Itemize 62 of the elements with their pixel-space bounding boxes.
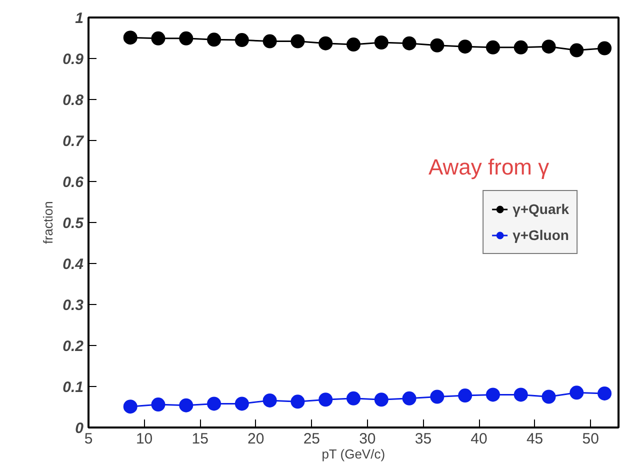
point — [570, 43, 584, 58]
point — [402, 36, 416, 50]
annotation: Away from γ — [428, 154, 550, 180]
point — [346, 38, 360, 52]
point — [262, 393, 277, 408]
point — [542, 40, 556, 54]
y-tick-label: 0.8 — [62, 92, 84, 109]
point — [458, 388, 472, 403]
point — [207, 396, 222, 411]
point — [374, 36, 388, 50]
y-axis-title: fraction — [40, 201, 56, 244]
x-tick-label: 35 — [414, 430, 432, 448]
y-tick-label: 0.5 — [62, 215, 84, 232]
point — [179, 31, 194, 46]
x-tick-label: 30 — [359, 430, 376, 448]
y-tick-label: 0.6 — [62, 174, 84, 191]
point — [234, 396, 249, 411]
x-tick-label: 15 — [192, 430, 208, 448]
y-tick-label: 0.4 — [62, 256, 84, 273]
point — [318, 392, 333, 407]
y-tick-label: 0.2 — [62, 338, 84, 355]
y-tick-label: 0.3 — [62, 297, 84, 314]
point — [290, 394, 305, 409]
point — [570, 386, 584, 400]
point — [290, 34, 305, 48]
point — [346, 391, 360, 406]
point — [123, 30, 138, 45]
x-tick-label: 50 — [582, 430, 599, 448]
point — [207, 32, 222, 47]
point — [151, 31, 166, 46]
y-tick-label: 0 — [75, 420, 84, 437]
point — [123, 400, 138, 414]
x-tick-label: 25 — [303, 430, 320, 448]
point — [318, 36, 333, 50]
x-axis-title: pT (GeV/c) — [322, 446, 386, 462]
point — [234, 33, 249, 48]
y-tick-label: 0.9 — [62, 51, 84, 68]
point — [151, 398, 166, 412]
y-tick-label: 0.7 — [62, 133, 84, 150]
legend-label: γ+Gluon — [512, 227, 569, 243]
point — [486, 40, 500, 54]
point — [402, 391, 416, 406]
point — [374, 392, 388, 407]
point — [430, 38, 444, 52]
point — [598, 41, 612, 56]
point — [514, 388, 528, 402]
point — [598, 386, 612, 400]
x-tick-label: 45 — [526, 430, 544, 448]
legend-label: γ+Quark — [512, 201, 569, 217]
point — [262, 34, 277, 48]
point — [514, 40, 528, 54]
x-tick-label: 40 — [470, 430, 488, 448]
point — [486, 388, 500, 402]
x-tick-label: 20 — [248, 430, 264, 448]
x-tick-label: 5 — [84, 430, 93, 448]
point — [542, 390, 556, 404]
point — [430, 390, 444, 404]
point — [458, 40, 472, 54]
x-tick-label: 10 — [136, 430, 153, 448]
point — [179, 398, 194, 412]
y-tick-label: 1 — [75, 10, 84, 27]
y-tick-label: 0.1 — [62, 379, 84, 396]
